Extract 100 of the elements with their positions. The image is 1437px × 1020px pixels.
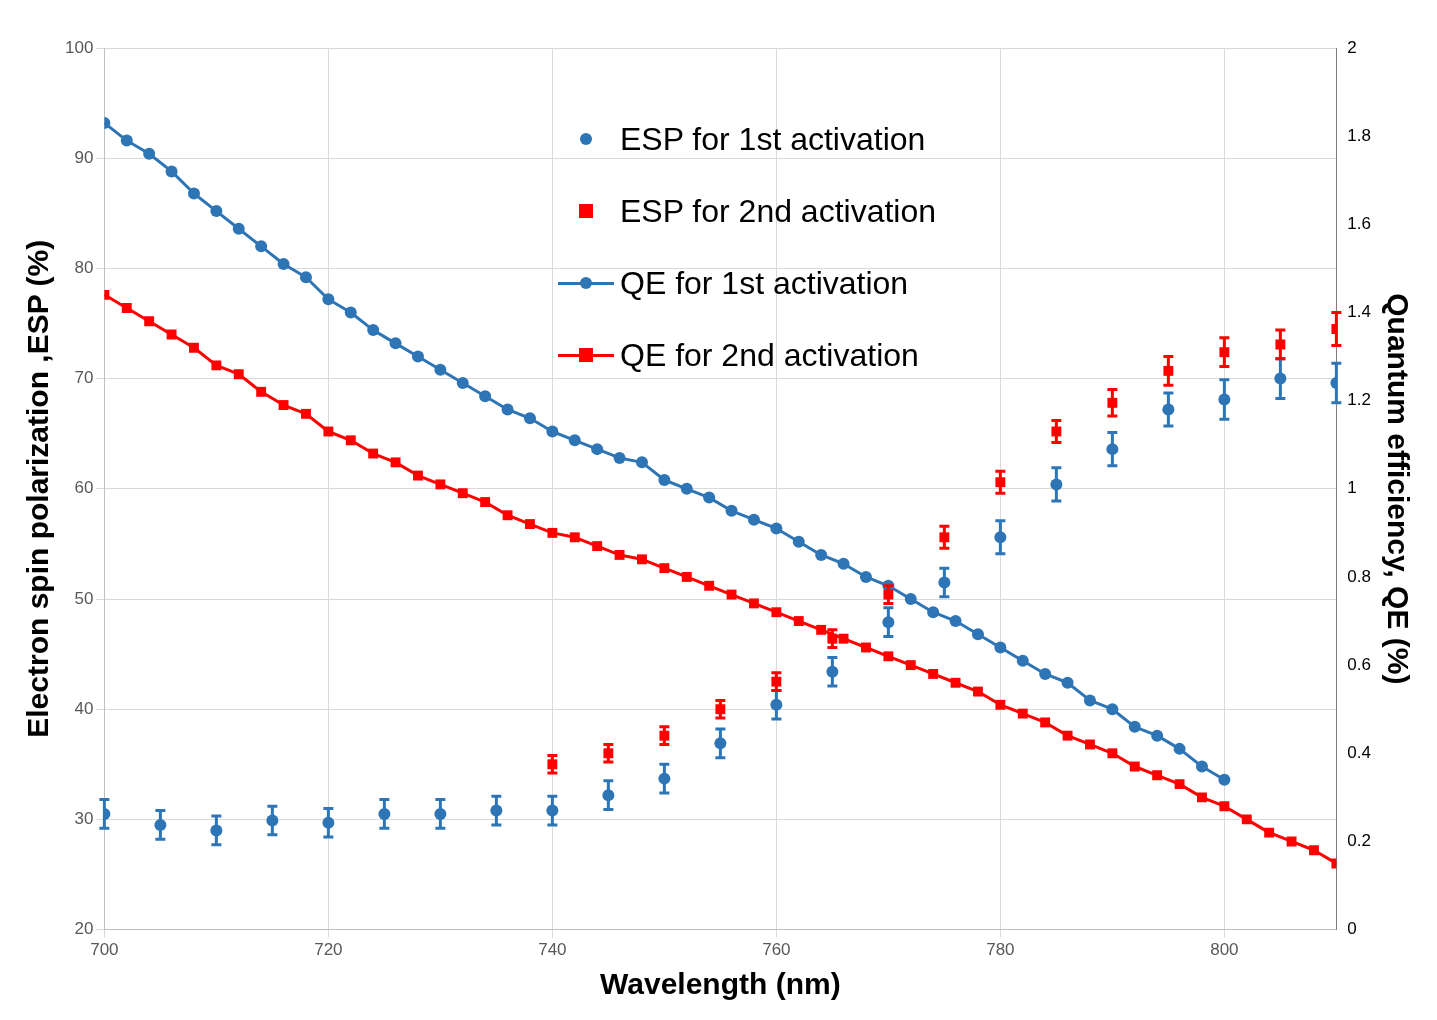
y-tick-label: 30 <box>74 809 94 829</box>
point <box>256 386 267 397</box>
y2-tick-label: 1 <box>1347 478 1357 498</box>
point <box>143 147 156 160</box>
point <box>233 369 244 380</box>
legend-label: QE for 2nd activation <box>620 336 919 375</box>
y-tick-label: 40 <box>74 698 94 718</box>
point <box>546 425 559 438</box>
point <box>367 324 380 337</box>
point <box>1083 694 1096 707</box>
point <box>927 606 940 619</box>
point <box>456 377 469 390</box>
y2-tick-label: 1.2 <box>1347 390 1372 410</box>
point <box>1197 792 1207 803</box>
point <box>680 482 693 495</box>
point <box>1129 761 1140 772</box>
point <box>189 342 199 353</box>
point <box>1219 801 1230 812</box>
y2-axis-title: Quantum efficiency, QE (%) <box>1381 293 1415 685</box>
point <box>323 426 334 437</box>
x-tick-label: 760 <box>762 940 791 960</box>
point <box>1241 814 1252 825</box>
point <box>1128 720 1141 733</box>
y2-tick-label: 0.8 <box>1347 566 1372 586</box>
y2-tick-label: 0 <box>1347 919 1357 939</box>
point <box>592 541 603 552</box>
point <box>995 699 1006 710</box>
y2-tick-label: 2 <box>1347 37 1357 57</box>
point <box>635 456 648 469</box>
point <box>569 532 580 543</box>
point <box>637 554 647 565</box>
x-tick-label: 720 <box>314 940 343 960</box>
point <box>165 165 178 178</box>
point <box>994 641 1007 654</box>
y-tick-label: 50 <box>74 588 94 608</box>
point <box>973 686 983 697</box>
point <box>1309 845 1319 856</box>
point <box>681 572 692 582</box>
point <box>704 580 715 591</box>
y-tick-label: 70 <box>74 368 94 388</box>
point <box>838 633 849 644</box>
point <box>1218 773 1231 786</box>
point <box>322 293 335 306</box>
y2-tick-label: 0.4 <box>1347 742 1372 762</box>
point <box>837 557 850 570</box>
point <box>1061 676 1074 689</box>
point <box>1085 739 1095 750</box>
point <box>434 363 447 376</box>
x-tick-label: 780 <box>986 940 1015 960</box>
point <box>1264 827 1275 838</box>
point <box>480 497 491 507</box>
point <box>301 408 311 419</box>
legend-label: QE for 1st activation <box>620 264 909 303</box>
point <box>1174 779 1185 790</box>
y-tick-label: 20 <box>74 919 94 939</box>
point <box>613 451 626 464</box>
point <box>614 549 625 560</box>
point <box>1286 836 1297 847</box>
point <box>435 479 446 490</box>
point <box>211 360 222 371</box>
point <box>971 628 984 641</box>
point <box>1017 708 1028 719</box>
point <box>344 306 357 319</box>
point <box>928 668 939 679</box>
point <box>793 616 804 626</box>
y-tick-label: 100 <box>64 37 94 57</box>
point <box>501 403 514 416</box>
point <box>703 491 716 504</box>
point <box>1040 717 1051 728</box>
point <box>568 434 581 447</box>
y2-tick-label: 0.6 <box>1347 654 1372 674</box>
point <box>725 504 738 517</box>
point <box>232 222 245 235</box>
point <box>525 519 535 530</box>
point <box>144 316 155 327</box>
y-tick-label: 80 <box>74 258 94 278</box>
point <box>187 187 200 200</box>
point <box>950 677 961 688</box>
x-tick-label: 700 <box>90 940 119 960</box>
y-tick-label: 60 <box>74 478 94 498</box>
point <box>1195 760 1208 773</box>
point <box>905 660 916 671</box>
point <box>591 443 604 456</box>
point <box>1152 770 1163 781</box>
point <box>457 488 468 499</box>
point <box>949 615 962 628</box>
point <box>345 435 356 446</box>
point <box>121 303 132 314</box>
point <box>726 589 737 600</box>
point <box>883 651 894 662</box>
point <box>479 390 492 403</box>
point <box>547 527 558 538</box>
point <box>210 205 223 218</box>
y-tick-label: 90 <box>74 147 94 167</box>
point <box>278 400 289 410</box>
point <box>1107 748 1118 759</box>
point <box>411 350 424 363</box>
point <box>390 457 401 468</box>
point <box>368 448 379 459</box>
point <box>904 593 917 605</box>
